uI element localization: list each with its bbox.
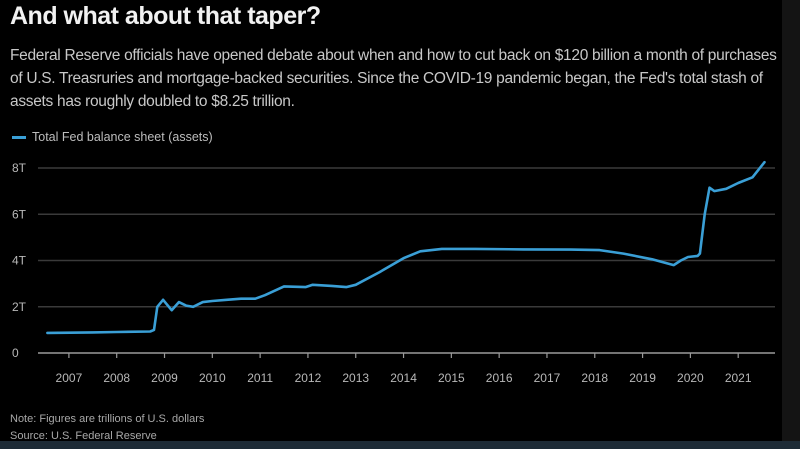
chart-note: Note: Figures are trillions of U.S. doll… [10, 413, 205, 425]
legend: Total Fed balance sheet (assets) [12, 130, 213, 144]
x-tick-label: 2008 [103, 371, 130, 385]
bottom-edge-band [0, 441, 800, 449]
x-tick-label: 2009 [151, 371, 178, 385]
y-tick-label: 6T [12, 207, 27, 221]
x-tick-label: 2017 [534, 371, 561, 385]
x-tick-label: 2021 [725, 371, 752, 385]
x-tick-label: 2019 [629, 371, 656, 385]
y-tick-label: 0 [12, 346, 19, 360]
x-tick-label: 2011 [247, 371, 273, 385]
x-tick-label: 2007 [56, 371, 83, 385]
x-tick-label: 2014 [390, 371, 417, 385]
y-tick-label: 8T [12, 161, 27, 175]
chart-subtitle: Federal Reserve officials have opened de… [10, 47, 777, 110]
x-tick-label: 2020 [677, 371, 704, 385]
y-tick-label: 4T [12, 254, 27, 268]
chart-title: And what about that taper? [10, 2, 321, 30]
legend-swatch [12, 135, 26, 139]
y-tick-label: 2T [12, 300, 27, 314]
x-tick-label: 2016 [486, 371, 513, 385]
right-edge-band [782, 0, 800, 449]
legend-label: Total Fed balance sheet (assets) [32, 130, 213, 144]
x-tick-label: 2010 [199, 371, 226, 385]
chart-source: Source: U.S. Federal Reserve [10, 430, 157, 442]
x-tick-label: 2015 [438, 371, 465, 385]
series-line-total-fed-balance-sheet [46, 160, 766, 335]
x-tick-label: 2012 [295, 371, 322, 385]
x-tick-label: 2013 [342, 371, 369, 385]
x-tick-label: 2018 [581, 371, 608, 385]
